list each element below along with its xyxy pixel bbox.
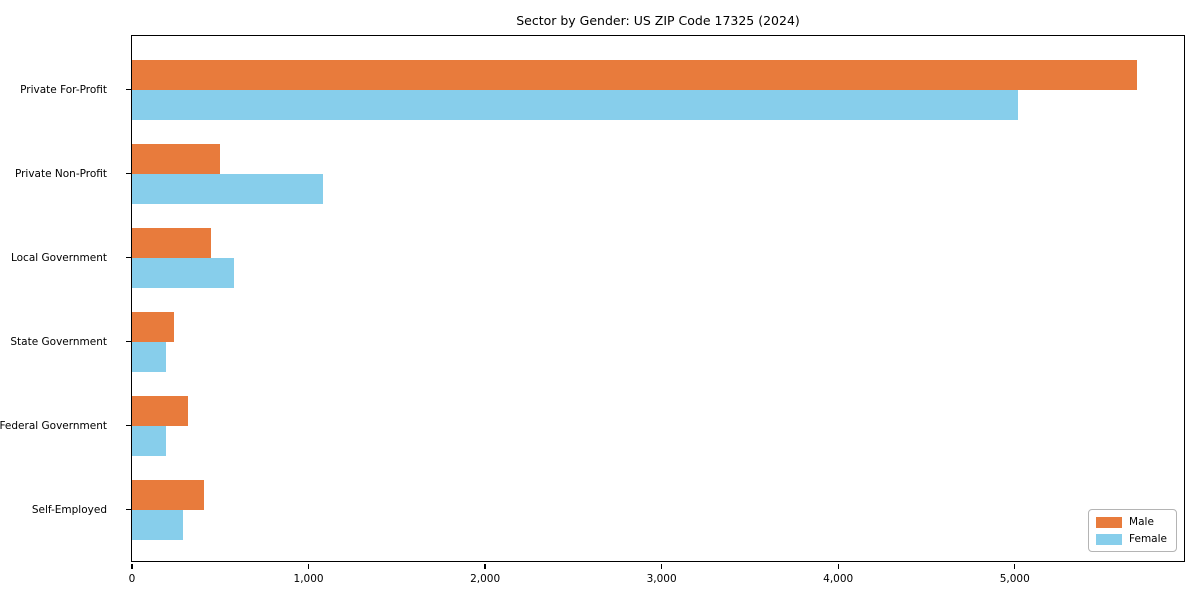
category-label: Private Non-Profit bbox=[14, 167, 107, 180]
y-axis-tick bbox=[126, 256, 131, 259]
bar-female bbox=[132, 257, 235, 288]
category-label: Self-Employed bbox=[31, 503, 107, 516]
legend-row: Female bbox=[1096, 533, 1167, 545]
y-axis-tick bbox=[126, 340, 131, 343]
y-axis-tick bbox=[126, 424, 131, 427]
plot-area: 0 1,000 2,000 3,000 4,000 5,000 Private For-Pr… bbox=[0, 35, 1185, 585]
y-axis-tick bbox=[126, 172, 131, 175]
x-axis-tick-label: 1,000 bbox=[293, 573, 324, 585]
legend-label: Male bbox=[1129, 516, 1154, 528]
category-label: Federal Government bbox=[0, 419, 107, 432]
bar-female bbox=[132, 341, 166, 372]
y-axis-tick bbox=[126, 508, 131, 511]
bar-female bbox=[132, 173, 323, 204]
bar-female bbox=[132, 509, 184, 540]
x-axis-tick bbox=[307, 564, 310, 569]
legend: Male Female bbox=[1088, 509, 1177, 552]
bar-male bbox=[132, 143, 221, 174]
x-axis-tick bbox=[837, 564, 839, 569]
legend-swatch-female bbox=[1096, 533, 1123, 545]
x-axis-tick-label: 2,000 bbox=[470, 573, 501, 585]
category-label: Private For-Profit bbox=[20, 83, 107, 96]
bar-male bbox=[132, 227, 212, 258]
category-label: Local Government bbox=[10, 251, 107, 264]
y-axis-tick bbox=[126, 88, 131, 91]
legend-swatch-male bbox=[1096, 516, 1123, 528]
bar-male bbox=[132, 59, 1137, 90]
x-axis-tick-label: 4,000 bbox=[823, 573, 854, 585]
x-axis-tick-label: 0 bbox=[128, 573, 136, 585]
legend-row: Male bbox=[1096, 516, 1167, 528]
bar-male bbox=[132, 311, 175, 342]
x-axis-tick bbox=[661, 564, 663, 569]
x-axis-tick bbox=[1014, 564, 1016, 569]
x-axis-tick bbox=[484, 564, 486, 569]
x-axis-tick bbox=[131, 564, 133, 569]
x-axis-tick-label: 3,000 bbox=[646, 573, 677, 585]
x-axis-tick-label: 5,000 bbox=[999, 573, 1030, 585]
bar-female bbox=[132, 89, 1019, 120]
bar-female bbox=[132, 425, 166, 456]
category-label: State Government bbox=[10, 335, 107, 348]
bar-male bbox=[132, 479, 205, 510]
bar-male bbox=[132, 395, 189, 426]
legend-label: Female bbox=[1129, 533, 1167, 545]
chart-title: Sector by Gender: US ZIP Code 17325 (202… bbox=[516, 13, 800, 28]
